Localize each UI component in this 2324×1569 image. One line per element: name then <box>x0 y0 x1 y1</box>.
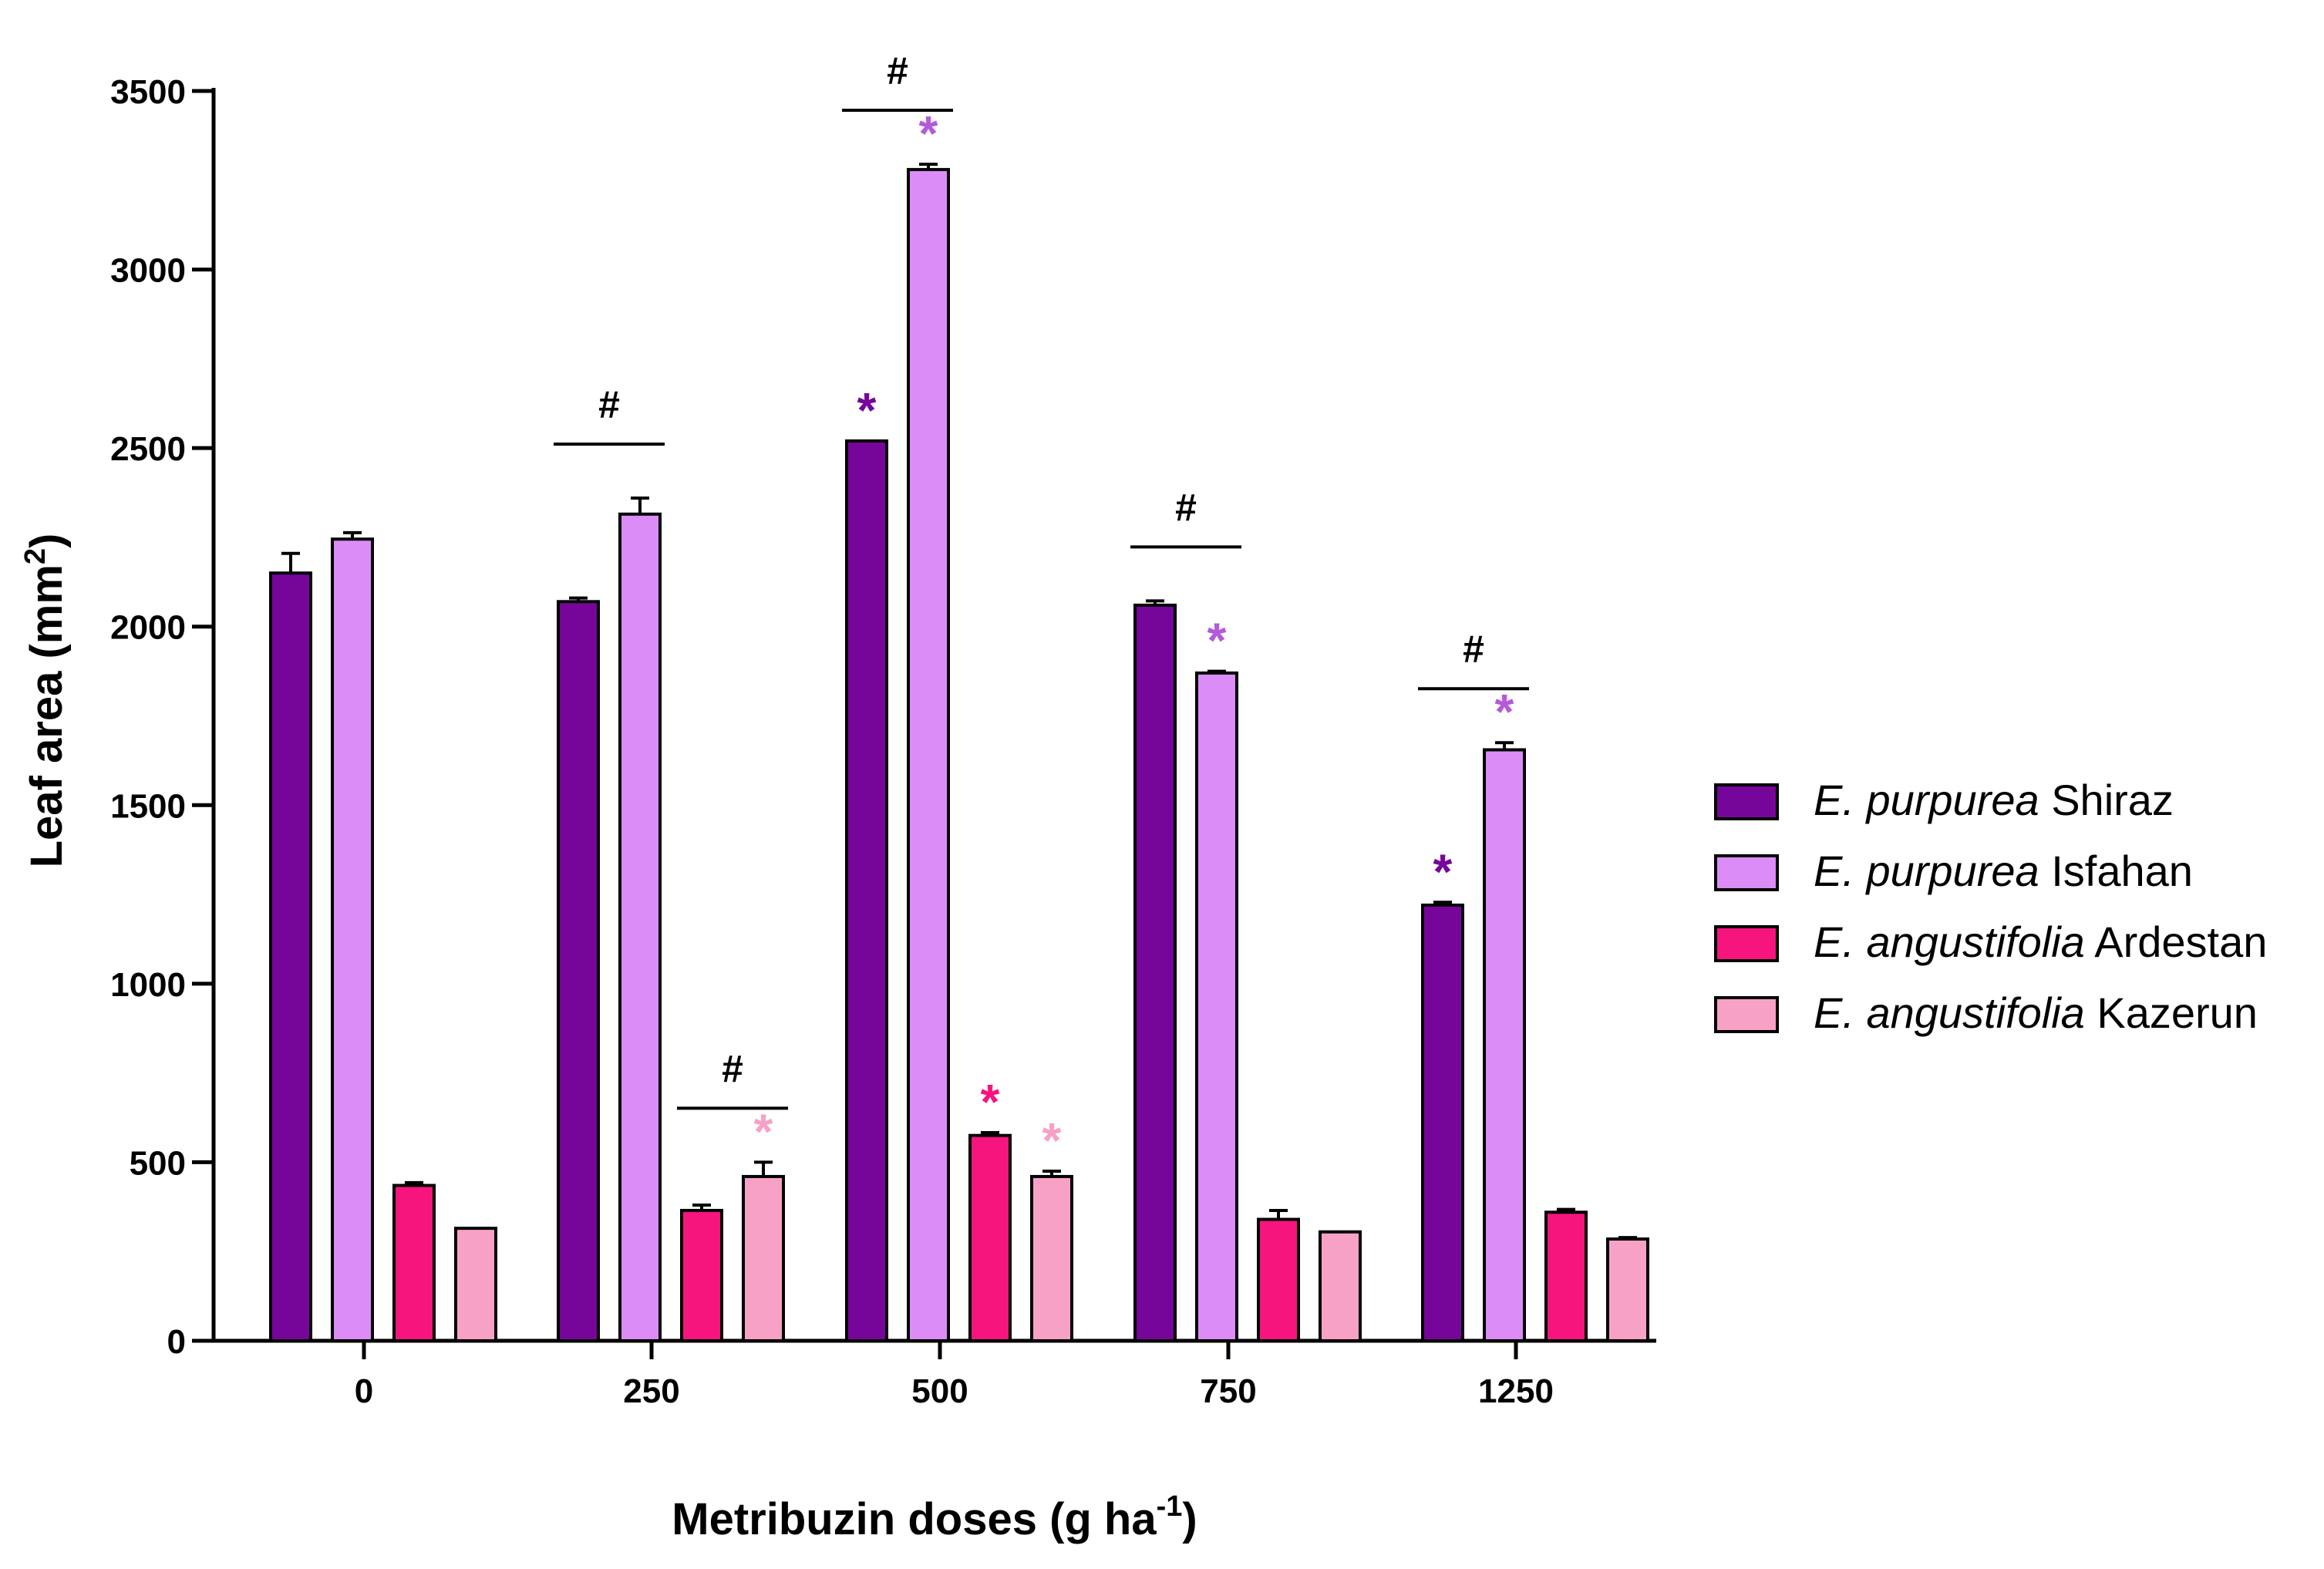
y-tick-label: 3000 <box>110 252 186 290</box>
bar <box>1319 1230 1362 1343</box>
significance-star: * <box>754 1103 773 1159</box>
significance-star: * <box>1433 843 1453 899</box>
significance-hash: # <box>722 1047 743 1090</box>
legend-label: E. purpurea Shiraz <box>1814 776 2174 824</box>
significance-star: * <box>857 382 877 438</box>
y-tick-label: 2500 <box>110 430 186 468</box>
significance-hash: # <box>1463 628 1484 671</box>
y-tick-label: 1000 <box>110 966 186 1004</box>
legend-swatch <box>1714 783 1779 820</box>
bar <box>1257 1217 1300 1342</box>
bars <box>269 162 1649 1343</box>
bar <box>1133 603 1177 1342</box>
legend: E. purpurea Shiraz E. purpurea Isfahan E. … <box>1714 776 2267 1037</box>
bar <box>1544 1210 1588 1342</box>
significance-hash: # <box>1175 486 1197 529</box>
bar <box>269 571 312 1342</box>
bar <box>331 537 374 1342</box>
x-tick-label: 250 <box>623 1372 679 1410</box>
annotations: ******* *##### <box>554 49 1529 1168</box>
significance-star: * <box>1207 613 1227 668</box>
bar <box>1195 671 1238 1342</box>
legend-swatch <box>1714 925 1779 962</box>
y-axis-title: Leaf area (mm2) <box>19 534 72 868</box>
significance-hash: # <box>598 383 620 426</box>
bar <box>1483 748 1526 1342</box>
bar <box>742 1174 785 1343</box>
legend-swatch <box>1714 996 1779 1033</box>
bar <box>1421 903 1464 1342</box>
x-tick-label: 0 <box>355 1372 373 1410</box>
y-tick-label: 2000 <box>110 609 186 647</box>
significance-star: * <box>1495 684 1514 739</box>
significance-star: * <box>981 1074 1000 1130</box>
bar <box>845 439 888 1342</box>
bar <box>680 1208 723 1343</box>
legend-label: E. purpurea Isfahan <box>1814 847 2193 895</box>
bar <box>1030 1174 1073 1343</box>
x-axis-title: Metribuzin doses (g ha-1) <box>672 1490 1197 1544</box>
significance-star: * <box>1042 1113 1062 1168</box>
legend-label: E. angustifolia Ardestan <box>1814 917 2267 966</box>
bar <box>454 1227 497 1342</box>
bar <box>557 600 600 1342</box>
significance-star: * <box>919 106 938 161</box>
bar <box>618 512 662 1342</box>
y-tick-label: 1500 <box>110 787 186 825</box>
y-tick-label: 3500 <box>110 73 186 111</box>
bar <box>907 167 950 1342</box>
axes: 0 500 1000 1500 2000 2500 3000 3500 0 250 500 750 12… <box>19 73 1656 1544</box>
significance-hash: # <box>887 49 908 93</box>
legend-swatch <box>1714 854 1779 891</box>
x-tick-label: 750 <box>1200 1372 1256 1410</box>
bar <box>1606 1237 1649 1342</box>
y-tick-label: 500 <box>130 1144 186 1182</box>
bar <box>392 1183 436 1342</box>
legend-label: E. angustifolia Kazerun <box>1814 988 2258 1037</box>
x-tick-label: 1250 <box>1478 1372 1554 1410</box>
x-tick-label: 500 <box>911 1372 968 1410</box>
bar <box>968 1133 1012 1342</box>
y-tick-label: 0 <box>167 1323 186 1361</box>
